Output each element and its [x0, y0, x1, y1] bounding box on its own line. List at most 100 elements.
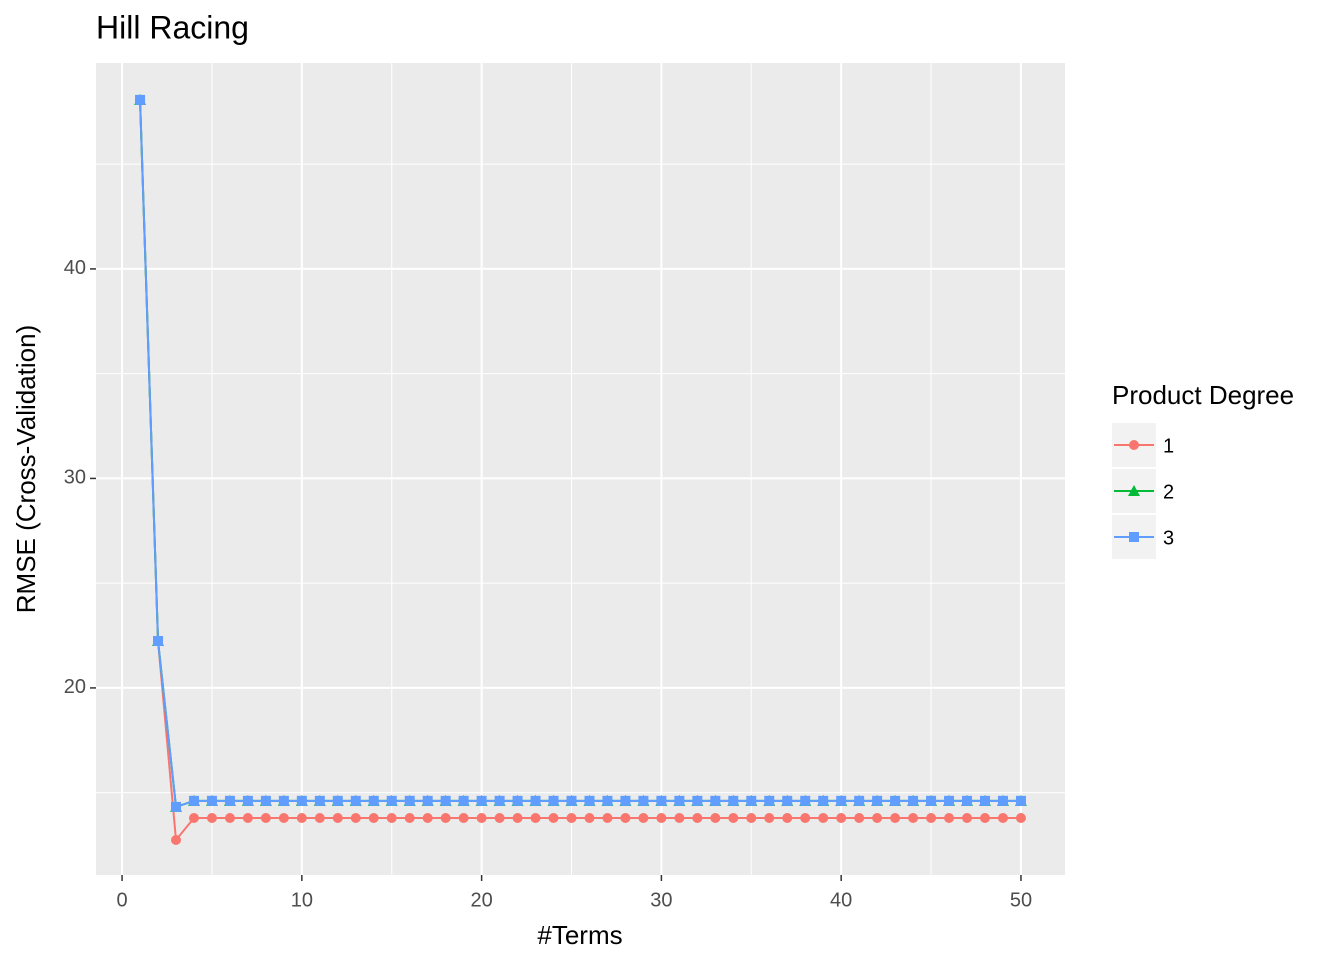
panel: [96, 63, 1065, 875]
data-point: [979, 795, 990, 806]
data-point: [836, 795, 847, 806]
data-point: [656, 813, 667, 824]
data-point: [584, 813, 595, 824]
data-point: [296, 795, 307, 806]
x-tick-label: 20: [470, 889, 492, 911]
data-point: [746, 795, 757, 806]
data-point: [908, 813, 919, 824]
data-point: [260, 813, 271, 824]
data-point: [404, 813, 415, 824]
data-point: [368, 795, 379, 806]
legend-item: 2: [1112, 469, 1174, 513]
data-point: [458, 795, 469, 806]
chart-title: Hill Racing: [96, 9, 249, 45]
data-point: [440, 813, 451, 824]
x-tick-label: 0: [117, 889, 128, 911]
data-point: [746, 813, 757, 824]
data-point: [224, 795, 235, 806]
data-point: [890, 813, 901, 824]
data-point: [944, 813, 955, 824]
x-tick-label: 50: [1010, 889, 1032, 911]
data-point: [728, 813, 739, 824]
data-point: [1015, 795, 1026, 806]
legend-item: 1: [1112, 423, 1174, 467]
data-point: [997, 795, 1008, 806]
data-point: [674, 795, 685, 806]
data-point: [171, 801, 182, 812]
data-point: [620, 795, 631, 806]
y-tick-label: 40: [64, 257, 86, 279]
data-point: [171, 835, 182, 846]
data-point: [440, 795, 451, 806]
data-point: [548, 795, 559, 806]
data-point: [458, 813, 469, 824]
data-point: [278, 813, 289, 824]
legend-label: 3: [1163, 527, 1174, 549]
legend-marker: [1128, 485, 1140, 496]
data-point: [512, 795, 523, 806]
data-point: [548, 813, 559, 824]
data-point: [710, 795, 721, 806]
legend-label: 1: [1163, 435, 1174, 457]
data-point: [656, 795, 667, 806]
x-tick-label: 10: [291, 889, 313, 911]
data-point: [530, 813, 541, 824]
data-point: [854, 795, 865, 806]
data-point: [278, 795, 289, 806]
data-point: [530, 795, 541, 806]
data-point: [512, 813, 523, 824]
data-point: [242, 813, 253, 824]
data-point: [206, 795, 217, 806]
data-point: [836, 813, 847, 824]
data-point: [620, 813, 631, 824]
data-point: [602, 813, 613, 824]
data-point: [153, 635, 164, 646]
data-point: [944, 795, 955, 806]
data-point: [566, 813, 577, 824]
data-point: [926, 795, 937, 806]
data-point: [602, 795, 613, 806]
data-point: [566, 795, 577, 806]
data-point: [135, 94, 146, 105]
data-point: [386, 795, 397, 806]
data-point: [206, 813, 217, 824]
x-axis-title: #Terms: [537, 920, 622, 950]
legend-marker: [1129, 440, 1139, 450]
data-point: [314, 795, 325, 806]
legend-label: 2: [1163, 481, 1174, 503]
data-point: [422, 813, 433, 824]
legend-title: Product Degree: [1112, 380, 1294, 410]
data-point: [997, 813, 1008, 824]
data-point: [979, 813, 990, 824]
data-point: [476, 813, 487, 824]
data-point: [782, 795, 793, 806]
data-point: [926, 813, 937, 824]
y-axis-title: RMSE (Cross-Validation): [11, 325, 41, 613]
data-point: [494, 813, 505, 824]
legend-marker: [1129, 532, 1139, 542]
data-point: [764, 813, 775, 824]
data-point: [386, 813, 397, 824]
data-point: [350, 813, 361, 824]
data-point: [260, 795, 271, 806]
data-point: [962, 795, 973, 806]
data-point: [494, 795, 505, 806]
data-point: [782, 813, 793, 824]
data-point: [674, 813, 685, 824]
data-point: [296, 813, 307, 824]
data-point: [332, 795, 343, 806]
x-tick-label: 30: [650, 889, 672, 911]
data-point: [224, 813, 235, 824]
y-tick-label: 20: [64, 676, 86, 698]
data-point: [584, 795, 595, 806]
data-point: [404, 795, 415, 806]
data-point: [710, 813, 721, 824]
data-point: [908, 795, 919, 806]
data-point: [638, 813, 649, 824]
data-point: [314, 813, 325, 824]
data-point: [764, 795, 775, 806]
legend-item: 3: [1112, 515, 1174, 559]
data-point: [692, 813, 703, 824]
data-point: [890, 795, 901, 806]
data-point: [800, 795, 811, 806]
